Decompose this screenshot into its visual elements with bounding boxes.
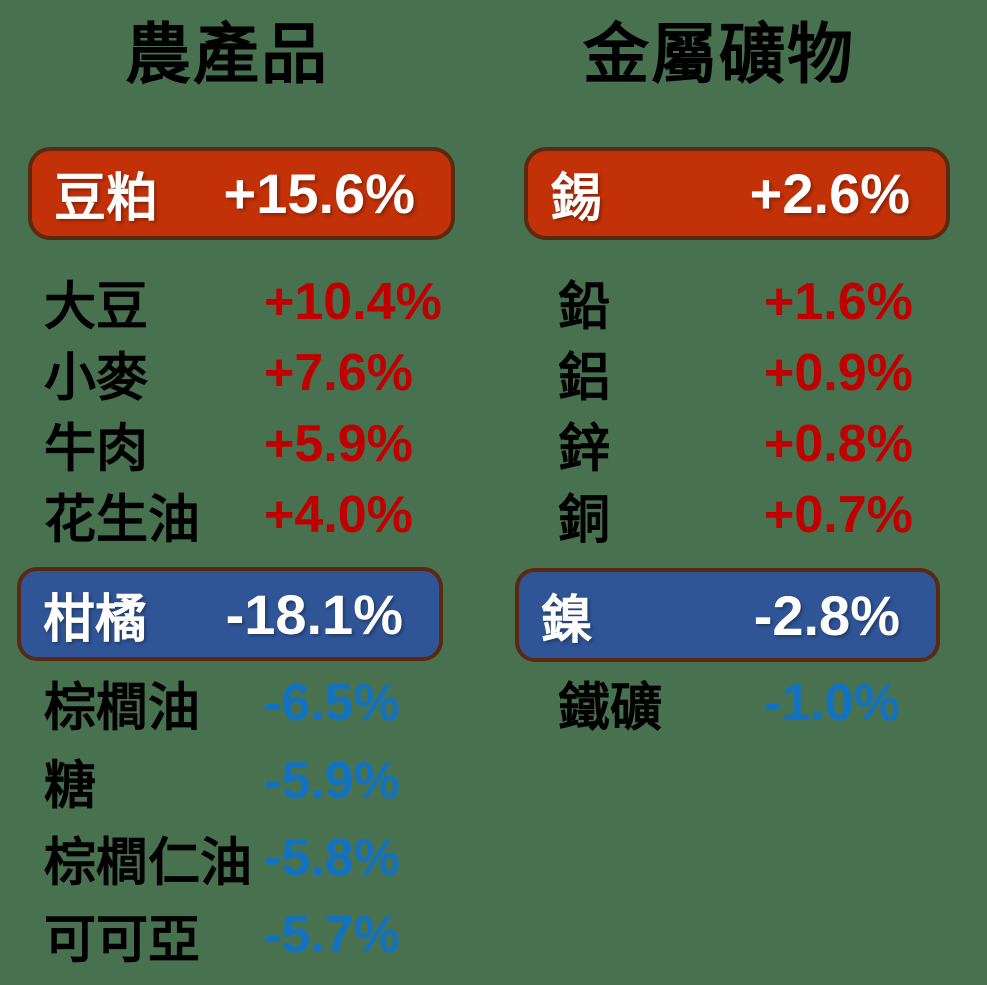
commodity-name: 小麥 (44, 349, 149, 407)
commodity-row: 銅 +0.7% (487, 479, 987, 550)
commodity-name: 棕櫚仁油 (44, 834, 253, 893)
banner-commodity-value: +2.6% (749, 162, 910, 225)
agricultural-column: 農產品 豆粕 +15.6% 大豆 +10.4% 小麥 +7.6% 牛肉 +5.9… (0, 0, 487, 985)
commodity-row: 鐵礦 -1.0% (487, 666, 987, 740)
metals-column: 金屬礦物 錫 +2.6% 鉛 +1.6% 鋁 +0.9% 鋅 +0.8% 銅 +… (487, 0, 987, 985)
commodity-value: +0.7% (764, 485, 913, 544)
commodity-value: +10.4% (264, 272, 442, 331)
commodity-row: 棕櫚油 -6.5% (0, 666, 487, 740)
commodity-value: -5.8% (264, 829, 400, 887)
commodity-name: 大豆 (44, 278, 149, 336)
commodity-name: 鐵礦 (558, 679, 663, 738)
column-title-metals: 金屬礦物 (583, 17, 855, 91)
commodity-name: 銅 (558, 491, 611, 549)
commodity-name: 糖 (44, 757, 97, 816)
commodity-row: 棕櫚仁油 -5.8% (0, 821, 487, 895)
commodity-row: 鋅 +0.8% (487, 408, 987, 479)
commodity-name: 牛肉 (44, 420, 149, 478)
commodity-name: 鋅 (558, 420, 611, 478)
commodity-row: 大豆 +10.4% (0, 266, 487, 337)
banner-commodity-name: 錫 (550, 170, 603, 228)
commodity-value: -1.0% (764, 674, 900, 732)
top-gainer-banner-agricultural: 豆粕 +15.6% (28, 147, 455, 240)
commodity-row: 鋁 +0.9% (487, 337, 987, 408)
top-gainer-banner-metals: 錫 +2.6% (524, 147, 950, 240)
commodity-value: +5.9% (264, 414, 413, 473)
banner-commodity-value: +15.6% (223, 162, 416, 225)
commodity-name: 棕櫚油 (44, 679, 201, 738)
commodity-name: 鉛 (558, 278, 611, 336)
commodity-value: -5.7% (264, 906, 400, 964)
banner-commodity-value: -2.8% (753, 583, 900, 647)
banner-commodity-name: 豆粕 (54, 170, 159, 228)
commodity-value: +7.6% (264, 343, 413, 402)
commodity-value: +0.9% (764, 343, 913, 402)
commodity-row: 牛肉 +5.9% (0, 408, 487, 479)
commodity-value: -5.9% (264, 752, 400, 810)
commodity-name: 可可亞 (44, 911, 201, 970)
commodity-row: 糖 -5.9% (0, 744, 487, 818)
commodity-row: 鉛 +1.6% (487, 266, 987, 337)
column-title-agricultural: 農產品 (125, 17, 329, 91)
top-loser-banner-agricultural: 柑橘 -18.1% (17, 567, 443, 661)
commodity-name: 花生油 (44, 491, 201, 549)
top-loser-banner-metals: 鎳 -2.8% (515, 568, 940, 662)
commodity-row: 小麥 +7.6% (0, 337, 487, 408)
commodity-row: 花生油 +4.0% (0, 479, 487, 550)
banner-commodity-name: 柑橘 (43, 590, 148, 649)
commodity-row: 可可亞 -5.7% (0, 898, 487, 972)
commodity-value: +4.0% (264, 485, 413, 544)
commodity-value: +0.8% (764, 414, 913, 473)
banner-commodity-name: 鎳 (541, 591, 594, 650)
commodity-value: -6.5% (264, 674, 400, 732)
commodity-name: 鋁 (558, 349, 611, 407)
commodity-value: +1.6% (764, 272, 913, 331)
banner-commodity-value: -18.1% (225, 582, 403, 646)
